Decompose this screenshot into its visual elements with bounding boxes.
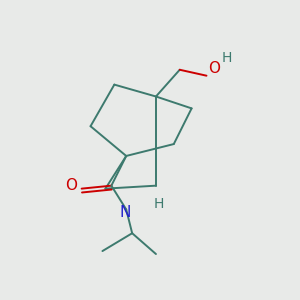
Text: H: H xyxy=(154,196,164,211)
Text: O: O xyxy=(208,61,220,76)
Text: N: N xyxy=(119,205,130,220)
Text: O: O xyxy=(65,178,77,193)
Text: H: H xyxy=(221,52,232,65)
